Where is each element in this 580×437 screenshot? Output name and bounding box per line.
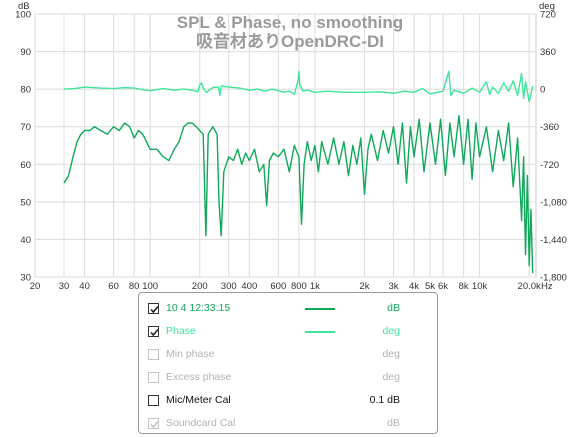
- x-tick-label: 400: [241, 281, 257, 292]
- chart-title: SPL & Phase, no smoothing: [177, 13, 403, 32]
- y-tick-label-right: -1,800: [540, 273, 567, 284]
- x-tick-label: 60: [108, 281, 119, 292]
- x-tick-label: 20.0k: [518, 281, 541, 292]
- y-tick-label-right: 0: [540, 85, 545, 96]
- right-axis-unit: deg: [539, 1, 555, 12]
- legend-checkbox-measurement[interactable]: [148, 303, 159, 314]
- legend-unit-soundcard-cal: dB: [387, 417, 400, 429]
- legend-row-measurement[interactable]: 10 4 12:33:15 dB: [139, 299, 437, 322]
- legend-unit-mic-meter-cal: 0.1 dB: [369, 394, 400, 406]
- x-tick-label: 300: [221, 281, 237, 292]
- y-tick-label-right: -720: [540, 160, 559, 171]
- legend-checkbox-excess-phase: [148, 372, 159, 383]
- y-tick-label-right: 720: [540, 10, 556, 21]
- legend-unit-measurement: dB: [387, 302, 400, 314]
- y-tick-label-right: -1,440: [540, 235, 567, 246]
- legend-swatch-phase: [305, 331, 335, 333]
- spl-series-line: [63, 114, 534, 274]
- x-tick-label: 10k: [472, 281, 488, 292]
- y-tick-label-left: 40: [20, 235, 31, 246]
- legend-label-min-phase: Min phase: [166, 348, 215, 360]
- legend-checkbox-phase[interactable]: [148, 326, 159, 337]
- legend-label-measurement: 10 4 12:33:15: [166, 302, 231, 314]
- x-tick-label: 20: [30, 281, 41, 292]
- left-axis-unit: dB: [18, 1, 30, 12]
- legend-label-excess-phase: Excess phase: [166, 371, 232, 383]
- legend-row-min-phase[interactable]: Min phase deg: [139, 345, 437, 368]
- y-tick-label-right: 360: [540, 47, 556, 58]
- x-tick-label: 30: [59, 281, 70, 292]
- x-axis-unit: Hz: [541, 281, 553, 292]
- y-tick-label-left: 50: [20, 197, 31, 208]
- legend-unit-min-phase: deg: [382, 348, 400, 360]
- legend-row-phase[interactable]: Phase deg: [139, 322, 437, 345]
- legend-label-soundcard-cal: Soundcard Cal: [166, 417, 236, 429]
- checkmark-icon: [150, 305, 159, 314]
- legend-unit-phase: deg: [382, 325, 400, 337]
- x-tick-label: 600: [270, 281, 286, 292]
- legend-row-excess-phase[interactable]: Excess phase deg: [139, 368, 437, 391]
- x-tick-label: 1k: [310, 281, 320, 292]
- legend-label-mic-meter-cal: Mic/Meter Cal: [166, 394, 231, 406]
- legend-checkbox-min-phase: [148, 349, 159, 360]
- x-tick-label: 6k: [438, 281, 448, 292]
- y-tick-label-right: -1,080: [540, 197, 567, 208]
- legend-panel: 10 4 12:33:15 dB Phase deg Min phase deg Exces…: [138, 292, 438, 434]
- x-tick-label: 800: [291, 281, 307, 292]
- chart-subtitle: 吸音材ありOpenDRC-DI: [196, 31, 384, 51]
- legend-row-soundcard-cal[interactable]: Soundcard Cal dB: [139, 414, 437, 437]
- checkmark-icon: [150, 420, 159, 429]
- legend-row-mic-meter-cal[interactable]: Mic/Meter Cal 0.1 dB: [139, 391, 437, 414]
- y-tick-label-left: 80: [20, 85, 31, 96]
- x-tick-label: 8k: [459, 281, 469, 292]
- legend-checkbox-mic-meter-cal[interactable]: [148, 395, 159, 406]
- phase-series-line: [63, 70, 534, 103]
- plot-area: [34, 13, 537, 278]
- legend-unit-excess-phase: deg: [382, 371, 400, 383]
- x-tick-label: 2k: [359, 281, 369, 292]
- x-tick-label: 3k: [388, 281, 398, 292]
- legend-swatch-measurement: [305, 308, 335, 310]
- x-tick-label: 200: [192, 281, 208, 292]
- legend-label-phase: Phase: [166, 325, 196, 337]
- legend-checkbox-soundcard-cal: [148, 418, 159, 429]
- tick-labels: 30 40 50 60 70 80 90 100 720 360 0 -360 -720 -1,080 -1…: [15, 10, 567, 293]
- y-tick-label-left: 60: [20, 160, 31, 171]
- spl-phase-chart: 30 40 50 60 70 80 90 100 720 360 0 -360 -720 -1,080 -1…: [15, 1, 567, 293]
- series-layer: [63, 70, 534, 274]
- y-tick-label-right: -360: [540, 122, 559, 133]
- x-tick-label: 4k: [409, 281, 419, 292]
- x-tick-label: 5k: [425, 281, 435, 292]
- checkmark-icon: [150, 328, 159, 337]
- x-tick-label: 100: [142, 281, 158, 292]
- x-tick-label: 80: [129, 281, 140, 292]
- y-tick-label-left: 30: [20, 273, 31, 284]
- x-tick-label: 40: [79, 281, 90, 292]
- y-tick-label-left: 90: [20, 47, 31, 58]
- y-tick-label-left: 100: [15, 10, 31, 21]
- y-tick-label-left: 70: [20, 122, 31, 133]
